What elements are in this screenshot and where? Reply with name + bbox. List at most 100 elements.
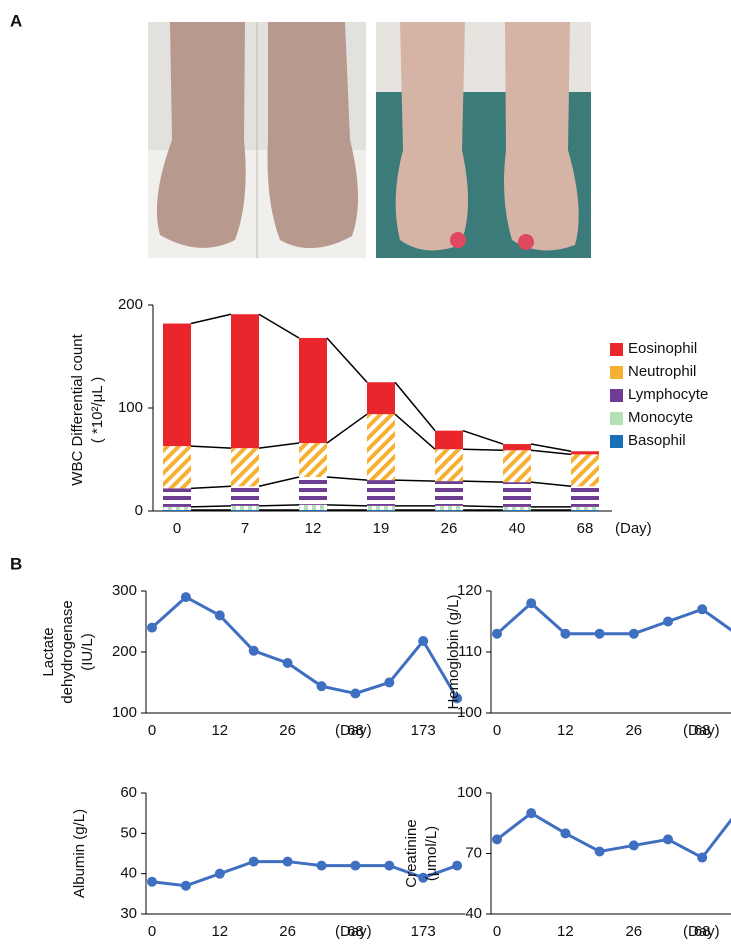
bar-segment	[367, 480, 395, 506]
point	[697, 604, 708, 615]
bar-segment	[503, 482, 531, 507]
connector	[394, 413, 436, 450]
photo-right	[376, 22, 591, 258]
legend-label: Basophil	[628, 432, 686, 449]
connector	[530, 443, 572, 452]
x-tick-label: 68	[694, 722, 711, 739]
legend-swatch	[610, 389, 623, 402]
point	[628, 628, 639, 639]
connector	[462, 480, 504, 483]
connector	[326, 413, 368, 444]
y-tick-label: 200	[112, 643, 137, 660]
x-tick-label: 26	[279, 923, 296, 940]
y-tick-label: 100	[457, 704, 482, 721]
point	[350, 860, 361, 871]
point	[594, 628, 605, 639]
line	[496, 811, 731, 860]
point	[384, 860, 395, 871]
point	[526, 598, 537, 609]
x-tick-label: 26	[279, 722, 296, 739]
y-axis-label: Creatinine	[403, 819, 420, 887]
x-tick-label: 26	[625, 923, 642, 940]
x-tick-label: 12	[557, 923, 574, 940]
bar-segment	[503, 444, 531, 451]
y-tick-label: 30	[120, 905, 137, 922]
x-tick-label: 173	[411, 923, 436, 940]
bar-segment	[503, 506, 531, 510]
bar-segment	[299, 443, 327, 478]
x-tick-label: 7	[241, 520, 249, 537]
connector	[326, 476, 368, 481]
bar-segment	[367, 382, 395, 415]
y-tick-label: 40	[120, 865, 137, 882]
bar-segment	[299, 504, 327, 510]
point	[560, 628, 571, 639]
bar-segment	[435, 509, 463, 511]
bar-segment	[299, 477, 327, 505]
x-tick-label: 68	[577, 520, 594, 537]
line	[496, 601, 731, 636]
panel-label: B	[10, 554, 22, 573]
point	[492, 834, 502, 845]
point	[594, 846, 605, 857]
connector	[462, 505, 504, 508]
x-axis-label: (Day)	[615, 520, 652, 537]
bar-segment	[571, 486, 599, 507]
connector	[394, 381, 436, 432]
y-tick-label: 200	[118, 296, 143, 313]
bar-segment	[299, 509, 327, 511]
bar-segment	[163, 488, 191, 507]
y-tick-label: 100	[457, 784, 482, 801]
x-axis-label: (Day)	[683, 923, 720, 940]
legend-label: Lymphocyte	[628, 386, 708, 403]
connector	[258, 476, 300, 488]
bar-segment	[435, 505, 463, 510]
x-tick-label: 12	[305, 520, 322, 537]
x-tick-label: 40	[509, 520, 526, 537]
bar-segment	[231, 314, 259, 449]
x-tick-label: 0	[493, 722, 501, 739]
bar-segment	[299, 337, 327, 444]
bar-segment	[231, 509, 259, 511]
y-axis-label: Albumin (g/L)	[71, 809, 88, 898]
x-tick-label: 26	[441, 520, 458, 537]
point	[628, 840, 639, 851]
connector	[190, 313, 232, 325]
x-tick-label: 0	[148, 923, 156, 940]
y-tick-label: 70	[465, 844, 482, 861]
connector	[190, 505, 232, 508]
connector	[326, 504, 368, 507]
connector	[462, 429, 504, 445]
point	[697, 852, 708, 863]
point	[492, 628, 502, 639]
bar-segment	[231, 448, 259, 487]
y-tick-label: 100	[118, 399, 143, 416]
bar-segment	[571, 506, 599, 510]
y-tick-label: 40	[465, 905, 482, 922]
point	[316, 681, 327, 692]
legend-swatch	[610, 343, 623, 356]
point	[560, 828, 571, 839]
point	[248, 645, 259, 656]
bar-segment	[435, 449, 463, 482]
legend-swatch	[610, 366, 623, 379]
x-tick-label: 26	[625, 722, 642, 739]
point	[418, 872, 429, 883]
x-tick-label: 0	[493, 923, 501, 940]
point	[147, 622, 157, 633]
connector	[258, 504, 300, 507]
connector	[530, 449, 572, 456]
point	[663, 616, 673, 627]
connector	[258, 442, 300, 449]
point	[663, 834, 673, 845]
connector	[190, 445, 232, 449]
y-axis-label: (μmol/L)	[423, 826, 440, 881]
point	[384, 677, 395, 688]
connector	[326, 337, 368, 383]
point	[418, 636, 429, 647]
point	[316, 860, 327, 871]
legend-label: Monocyte	[628, 409, 693, 426]
legend-label: Eosinophil	[628, 340, 697, 357]
bar-segment	[503, 509, 531, 511]
